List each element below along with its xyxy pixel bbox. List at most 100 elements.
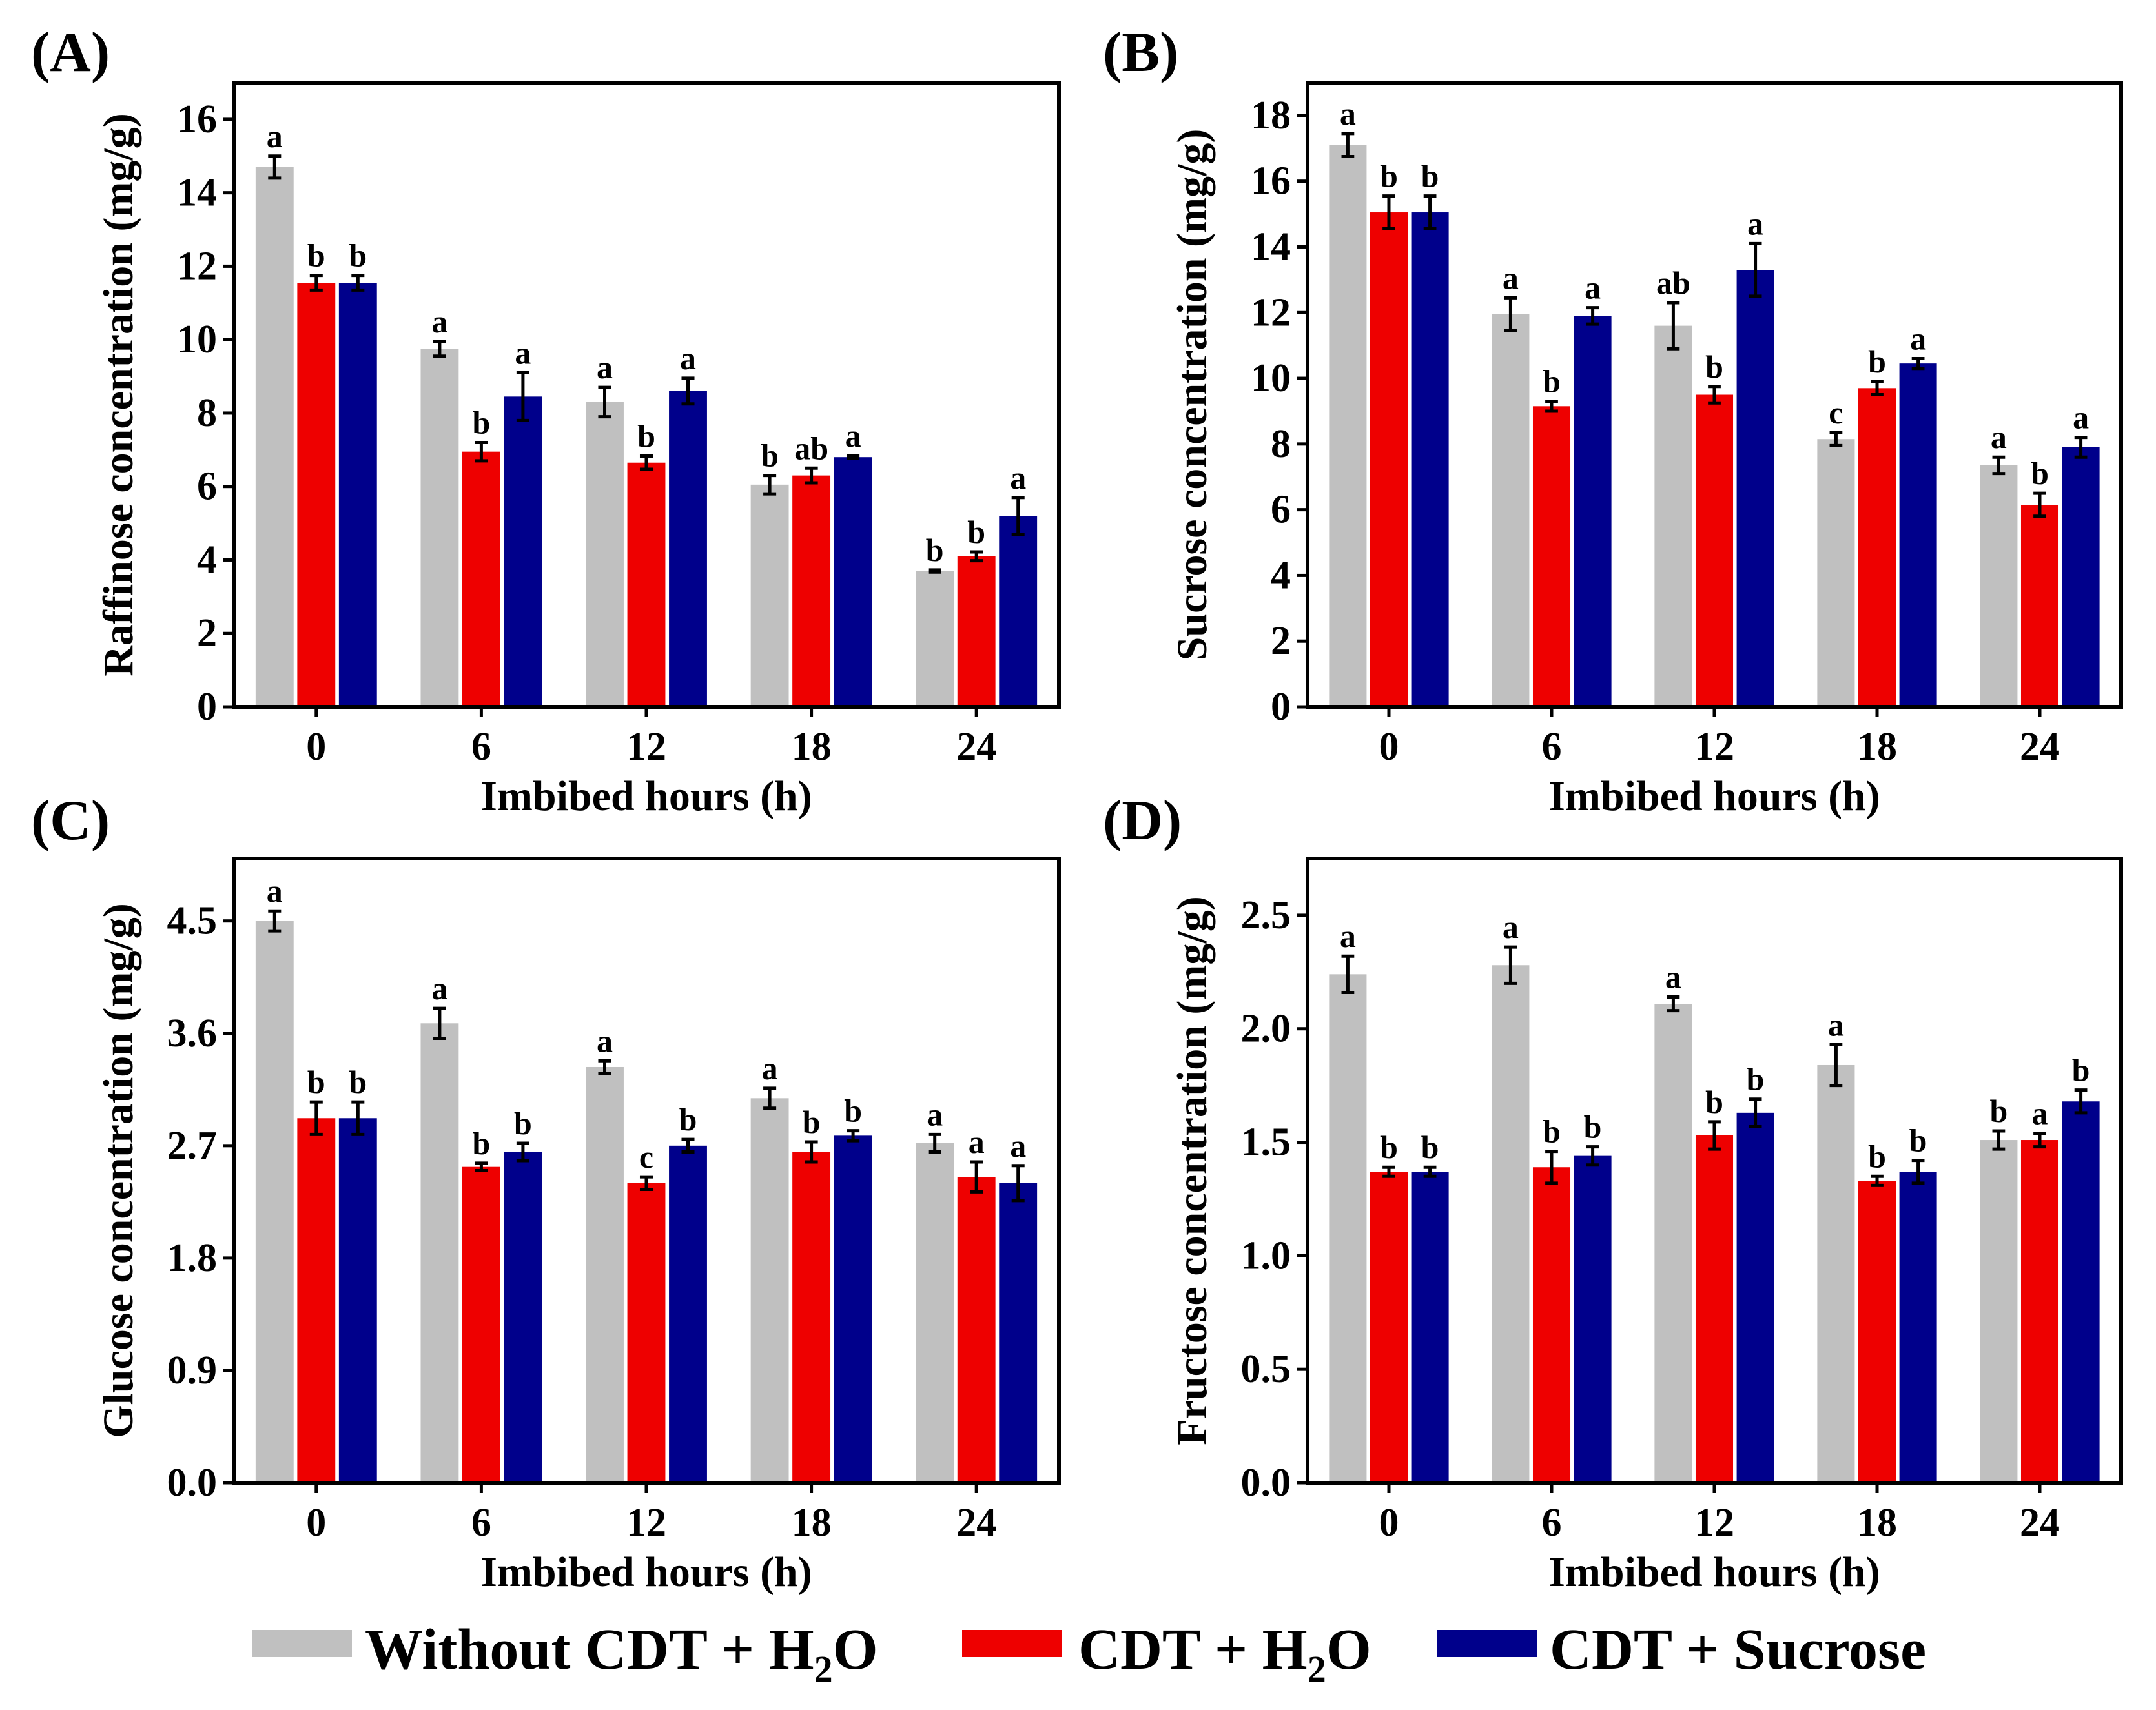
bar-cdt-h2o-18 <box>1858 388 1896 707</box>
y-tick-label: 12 <box>1251 290 1291 334</box>
significance-letter: b <box>1747 1061 1765 1097</box>
y-axis-title: Glucose concentration (mg/g) <box>95 903 142 1438</box>
significance-letter: c <box>639 1139 653 1175</box>
significance-letter: b <box>349 1064 367 1100</box>
legend-label-tail: O <box>1326 1618 1371 1682</box>
y-axis-title: Fructose concentration (mg/g) <box>1169 896 1216 1445</box>
x-axis-title: Imbibed hours (h) <box>480 773 812 820</box>
y-tick-label: 6 <box>1271 488 1291 532</box>
bar-without-cdt-h2o-18 <box>750 484 789 707</box>
bar-without-cdt-h2o-6 <box>1492 965 1530 1483</box>
significance-letter: a <box>597 349 613 385</box>
bar-cdt-h2o-18 <box>792 475 831 707</box>
x-axis-title: Imbibed hours (h) <box>1548 773 1880 820</box>
bar-without-cdt-h2o-24 <box>1980 465 2018 707</box>
bar-cdt-sucrose-6 <box>1574 316 1612 707</box>
bar-cdt-sucrose-24 <box>999 516 1038 707</box>
y-tick-label: 4 <box>1271 553 1291 597</box>
x-tick-label: 6 <box>471 725 491 769</box>
significance-letter: a <box>927 1096 943 1132</box>
y-tick-label: 14 <box>177 171 217 215</box>
legend-swatch <box>962 1630 1062 1657</box>
significance-letter: b <box>2072 1052 2090 1088</box>
y-tick-label: 0 <box>197 685 217 729</box>
significance-letter: b <box>472 404 490 440</box>
significance-letter: a <box>762 1050 778 1086</box>
x-tick-label: 24 <box>2020 1501 2060 1545</box>
significance-letter: b <box>514 1105 532 1141</box>
significance-letter: b <box>1705 1084 1723 1120</box>
panel-label: (D) <box>1103 789 1182 852</box>
significance-letter: b <box>1543 1114 1561 1150</box>
x-tick-label: 0 <box>1379 725 1399 769</box>
x-tick-label: 18 <box>792 725 832 769</box>
bar-cdt-sucrose-18 <box>834 457 872 707</box>
y-tick-label: 0.0 <box>1241 1461 1291 1505</box>
significance-letter: a <box>1665 959 1681 995</box>
significance-letter: a <box>2032 1095 2048 1131</box>
significance-letter: a <box>267 873 283 909</box>
significance-letter: a <box>969 1124 985 1160</box>
bar-without-cdt-h2o-0 <box>255 167 294 707</box>
bar-cdt-h2o-6 <box>1532 406 1571 707</box>
bar-cdt-sucrose-0 <box>1411 212 1449 707</box>
bar-cdt-h2o-18 <box>792 1152 831 1483</box>
bar-cdt-h2o-6 <box>1532 1167 1571 1483</box>
x-tick-label: 0 <box>306 1501 326 1545</box>
legend-label: Without CDT + H2O <box>365 1618 878 1690</box>
bar-cdt-sucrose-6 <box>1574 1155 1612 1483</box>
x-tick-label: 6 <box>1542 1501 1562 1545</box>
x-tick-label: 18 <box>1857 725 1897 769</box>
significance-letter: a <box>597 1023 613 1059</box>
x-tick-label: 24 <box>956 725 996 769</box>
bar-without-cdt-h2o-0 <box>255 921 294 1483</box>
bar-without-cdt-h2o-6 <box>420 1023 459 1483</box>
legend-label-main: CDT + H <box>1078 1618 1308 1682</box>
bar-without-cdt-h2o-12 <box>1654 325 1692 707</box>
significance-letter: b <box>1705 349 1723 385</box>
significance-letter: b <box>307 1064 325 1100</box>
bar-cdt-h2o-12 <box>1695 1135 1734 1483</box>
significance-letter: b <box>472 1125 490 1161</box>
bar-cdt-h2o-12 <box>627 462 666 707</box>
bar-without-cdt-h2o-12 <box>1654 1004 1692 1483</box>
bar-cdt-sucrose-18 <box>1899 363 1937 707</box>
x-tick-label: 0 <box>306 725 326 769</box>
bar-without-cdt-h2o-6 <box>420 349 459 707</box>
y-tick-label: 2.7 <box>167 1124 218 1168</box>
y-axis-title: Sucrose concentration (mg/g) <box>1169 129 1216 661</box>
y-tick-label: 1.8 <box>167 1236 218 1280</box>
y-tick-label: 10 <box>1251 356 1291 400</box>
significance-letter: b <box>1868 343 1886 380</box>
significance-letter: a <box>267 118 283 154</box>
bar-without-cdt-h2o-0 <box>1329 145 1367 707</box>
bar-cdt-sucrose-12 <box>669 1145 707 1483</box>
y-tick-label: 4.5 <box>167 899 218 943</box>
significance-letter: b <box>1909 1123 1927 1159</box>
legend-label-main: Without CDT + H <box>365 1618 814 1682</box>
y-tick-label: 2.5 <box>1241 893 1291 937</box>
bar-cdt-h2o-6 <box>462 451 500 707</box>
significance-letter: a <box>680 340 696 376</box>
y-tick-label: 16 <box>177 97 217 141</box>
legend-label-main: CDT + Sucrose <box>1550 1618 1926 1682</box>
x-tick-label: 12 <box>1694 725 1734 769</box>
x-axis-title: Imbibed hours (h) <box>1548 1549 1880 1596</box>
y-tick-label: 18 <box>1251 94 1291 137</box>
bar-without-cdt-h2o-0 <box>1329 974 1367 1483</box>
x-tick-label: 6 <box>471 1501 491 1545</box>
bar-without-cdt-h2o-18 <box>750 1098 789 1483</box>
bar-cdt-h2o-24 <box>957 1177 996 1483</box>
y-tick-label: 12 <box>177 244 217 288</box>
bar-cdt-sucrose-0 <box>338 1118 377 1483</box>
x-tick-label: 18 <box>792 1501 832 1545</box>
bar-without-cdt-h2o-12 <box>586 402 624 707</box>
legend: Without CDT + H2O CDT + H2O CDT + Sucrose <box>252 1618 1926 1690</box>
significance-letter: b <box>1584 1109 1602 1145</box>
significance-letter: b <box>967 514 985 550</box>
